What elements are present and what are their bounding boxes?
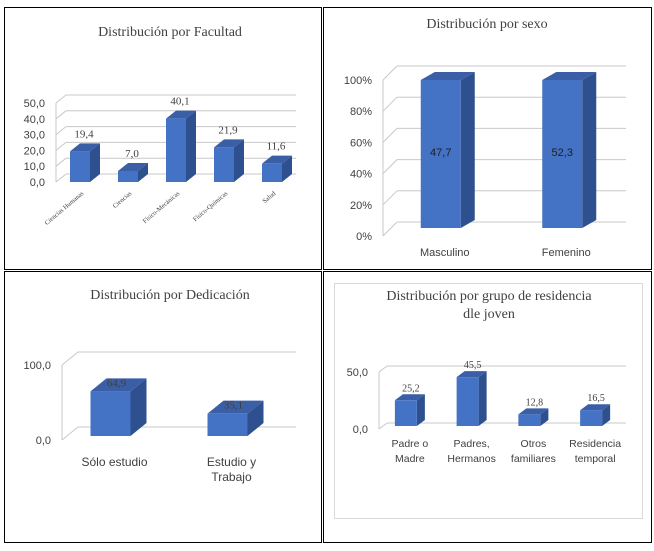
bar: [166, 110, 196, 182]
data-label: 40,1: [170, 96, 189, 108]
chart-title: Distribución por Dedicación: [90, 288, 249, 303]
data-label: 21,9: [218, 124, 238, 136]
x-tick-label: Padre o Madre: [391, 438, 428, 465]
y-tick-label: 100%: [344, 75, 372, 87]
bar: [456, 371, 487, 426]
data-label: 7,0: [125, 148, 139, 160]
y-tick-label: 10,0: [24, 161, 45, 173]
data-label: 25,2: [402, 383, 420, 394]
bar: [394, 394, 425, 426]
bar: [207, 400, 264, 436]
x-tick-label: Residencia temporal: [569, 438, 621, 465]
chart-residencia: Distribución por grupo de residencia dle …: [347, 289, 626, 465]
y-tick-label: 40%: [350, 169, 372, 181]
bar: [262, 155, 292, 182]
data-label: 35,1: [224, 400, 243, 412]
chart-title: Distribución por grupo de residencia dle …: [386, 289, 592, 322]
x-tick-label: Ciencias: [112, 190, 134, 210]
data-label: 12,8: [526, 397, 544, 408]
data-label: 64,9: [107, 377, 127, 389]
panel-borders: [4, 7, 652, 543]
y-tick-label: 0%: [356, 231, 372, 243]
y-tick-label: 50,0: [24, 98, 45, 110]
x-tick-label: Estudio y Trabajo: [207, 455, 256, 484]
data-label: 52,3: [552, 147, 573, 159]
bar: [518, 408, 549, 426]
bar: [118, 162, 148, 182]
y-tick-label: 60%: [350, 137, 372, 149]
data-label: 45,5: [464, 360, 482, 371]
x-tick-label: Físico-Químicas: [192, 190, 230, 223]
bar: [214, 139, 244, 182]
y-tick-label: 20,0: [24, 145, 45, 157]
chart-title: Distribución por Facultad: [98, 25, 242, 40]
y-tick-label: 30,0: [24, 130, 45, 142]
y-tick-label: 0,0: [353, 424, 368, 436]
y-tick-label: 80%: [350, 106, 372, 118]
y-tick-label: 40,0: [24, 114, 45, 126]
x-tick-label: Padres, Hermanos: [447, 438, 495, 465]
data-label: 47,7: [430, 147, 451, 159]
y-tick-label: 0,0: [36, 435, 51, 447]
chart-sexo: Distribución por sexo 0% 20% 40% 60% 80% 100% 4…: [344, 17, 626, 259]
data-label: 19,4: [74, 128, 94, 140]
x-tick-label: Otros familiares: [511, 438, 556, 465]
x-tick-label: Sólo estudio: [81, 455, 147, 469]
chart-facultad: Distribución por Facultad 0,0 10,0 20,0 30,0…: [24, 25, 296, 227]
x-tick-label: Salud: [261, 190, 277, 205]
bar: [580, 404, 611, 426]
y-tick-label: 20%: [350, 200, 372, 212]
x-tick-label: Físico-Mecánicas: [142, 190, 182, 225]
bar: [420, 72, 475, 228]
y-tick-label: 0,0: [30, 177, 45, 189]
bar: [90, 378, 147, 436]
x-tick-label: Masculino: [420, 247, 470, 259]
bar: [70, 143, 100, 182]
x-tick-label: Ciencias Humanas: [44, 190, 86, 227]
bar: [542, 72, 597, 228]
chart-title: Distribución por sexo: [426, 17, 547, 32]
y-tick-label: 50,0: [347, 367, 368, 379]
data-label: 16,5: [587, 393, 605, 404]
data-label: 11,6: [267, 141, 286, 153]
y-tick-label: 100,0: [23, 360, 51, 372]
chart-dedicacion: Distribución por Dedicación 0,0 100,0 64,9 S…: [23, 288, 296, 484]
x-tick-label: Femenino: [542, 247, 591, 259]
